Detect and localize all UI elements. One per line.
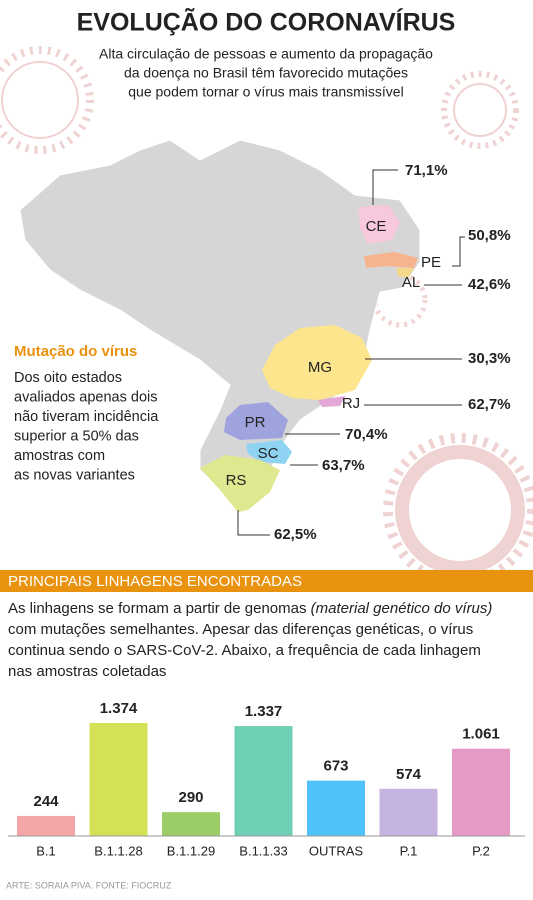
state-rs — [200, 455, 280, 512]
category-label: B.1.1.29 — [167, 843, 215, 858]
state-label: 63,7% — [322, 457, 365, 474]
subtitle: Alta circulação de pessoas e aumento da … — [99, 46, 433, 62]
paragraph-line: continua sendo o SARS-CoV-2. Abaixo, a f… — [8, 642, 481, 659]
category-label: P.1 — [400, 843, 418, 858]
side-line: as novas variantes — [14, 467, 135, 483]
state-name: PE — [421, 254, 441, 271]
paragraph-line: nas amostras coletadas — [8, 663, 166, 680]
state-pe — [364, 252, 418, 268]
value-label: 1.374 — [100, 700, 138, 717]
bar — [17, 815, 75, 836]
state-label: 30,3% — [468, 350, 511, 367]
state-label: 71,1% — [405, 162, 448, 179]
section-band — [0, 570, 533, 592]
value-label: 1.337 — [245, 703, 283, 720]
paragraph-text: As linhagens se formam a partir de genom… — [8, 600, 311, 617]
value-label: 1.061 — [462, 726, 500, 743]
state-label: 50,8% — [468, 227, 511, 244]
bar — [89, 723, 148, 836]
bar — [452, 748, 510, 836]
paragraph-line: com mutações semelhantes. Apesar das dif… — [8, 621, 473, 638]
bar — [379, 788, 438, 836]
state-mg — [262, 325, 372, 400]
side-line: não tiveram incidência — [14, 409, 159, 425]
side-text: Dos oito estados avaliados apenas dois não… — [14, 370, 159, 484]
state-name: PR — [245, 414, 266, 431]
side-line: Dos oito estados — [14, 370, 122, 386]
state-name: AL — [402, 274, 420, 291]
state-label: 42,6% — [468, 276, 511, 293]
value-label: 574 — [396, 766, 422, 783]
paragraph-italic: (material genético do vírus) — [311, 600, 493, 617]
state-name: RJ — [342, 395, 360, 412]
category-label: B.1 — [36, 843, 56, 858]
value-label: 290 — [178, 789, 203, 806]
side-line: superior a 50% das — [14, 428, 139, 444]
state-ce — [358, 205, 400, 244]
title: EVOLUÇÃO DO CORONAVÍRUS — [77, 7, 456, 37]
value-label: 673 — [323, 758, 348, 775]
value-label: 244 — [33, 793, 59, 810]
side-line: amostras com — [14, 448, 105, 464]
paragraph-lines: com mutações semelhantes. Apesar das dif… — [8, 621, 481, 680]
state-label: 62,5% — [274, 526, 317, 543]
leader-lines — [237, 169, 465, 536]
state-name: MG — [308, 359, 332, 376]
bar — [307, 780, 365, 836]
state-rj — [318, 396, 345, 407]
category-label: B.1.1.28 — [94, 843, 142, 858]
state-sc — [246, 440, 292, 464]
bar-chart: 244 B.1 1.374 B.1.1.28 290 B.1.1.29 1.337 B.1.1… — [8, 700, 525, 858]
section-title: PRINCIPAIS LINHAGENS ENCONTRADAS — [8, 573, 302, 590]
category-label: OUTRAS — [309, 843, 364, 858]
category-label: P.2 — [472, 843, 490, 858]
state-al — [396, 268, 414, 278]
map: CE 71,1% PE 50,8% AL 42,6% MG 30,3% RJ 6… — [19, 139, 511, 543]
state-name: CE — [366, 218, 387, 235]
state-label: 62,7% — [468, 396, 511, 413]
footer: ARTE: SORAIA PIVA. FONTE: FIOCRUZ — [6, 880, 172, 890]
paragraph: As linhagens se formam a partir de genom… — [8, 600, 492, 617]
subtitle: da doença no Brasil têm favorecido mutaç… — [124, 65, 408, 81]
side-line: avaliados apenas dois — [14, 389, 158, 405]
state-label: 70,4% — [345, 426, 388, 443]
state-name: SC — [258, 445, 279, 462]
subtitle: que podem tornar o vírus mais transmissí… — [128, 84, 403, 100]
state-name: RS — [226, 472, 247, 489]
state-pr — [224, 402, 288, 440]
side-title: Mutação do vírus — [14, 343, 137, 360]
bar — [162, 812, 220, 836]
bar — [234, 726, 293, 836]
category-label: B.1.1.33 — [239, 843, 287, 858]
